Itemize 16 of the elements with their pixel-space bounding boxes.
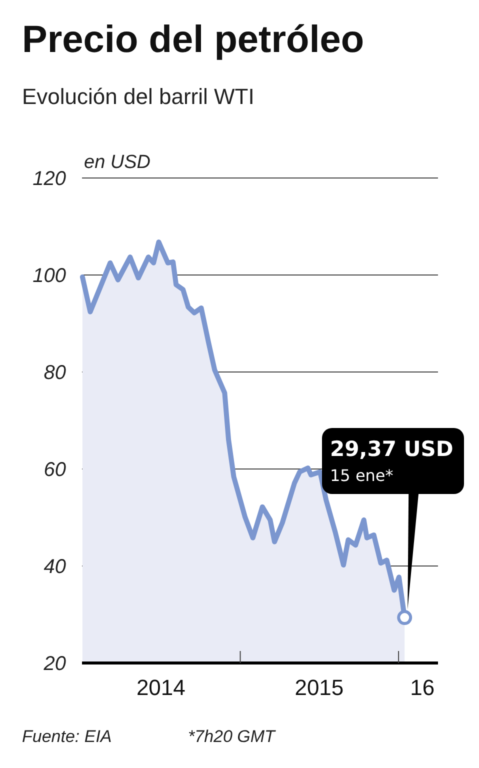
annotation: 15 ene*: [330, 466, 394, 485]
annotation: 29,37 USD: [330, 437, 454, 461]
y-axis-title: en USD: [84, 152, 151, 173]
chart-subtitle: Evolución del barril WTI: [22, 84, 254, 109]
chart-title: Precio del petróleo: [22, 19, 364, 61]
text: *7h20 GMT: [188, 727, 277, 746]
x-tick-label: 2015: [294, 675, 344, 700]
y-tick-label: 40: [44, 556, 66, 578]
source-note: Fuente: EIA: [22, 727, 112, 746]
y-tick-label: 20: [42, 653, 66, 675]
y-tick-label: 120: [32, 168, 66, 190]
x-tick-label: 16: [410, 675, 435, 700]
x-tick-label: 2014: [136, 675, 186, 700]
y-tick-label: 100: [32, 265, 66, 287]
y-tick-label: 80: [44, 362, 66, 384]
y-tick-label: 60: [44, 459, 66, 481]
